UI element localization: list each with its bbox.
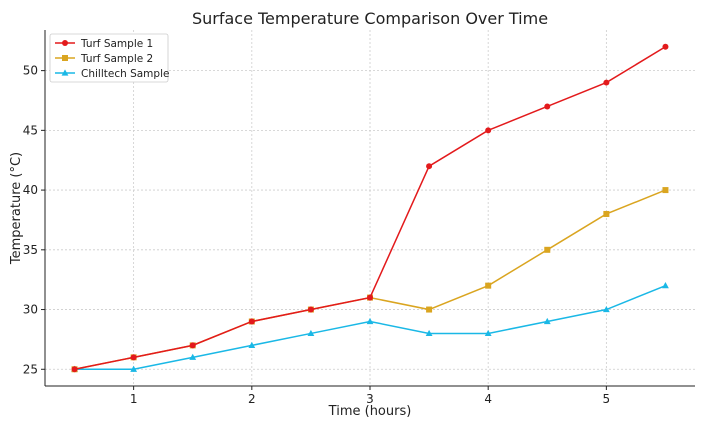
legend-item-turf-sample-2: Turf Sample 2 [55, 53, 153, 65]
data-point-turf-sample-2 [662, 187, 669, 194]
data-point-turf-sample-1 [71, 366, 78, 373]
data-point-chilltech-sample [484, 329, 492, 337]
data-point-turf-sample-1 [248, 318, 255, 325]
x-tick-label: 5 [603, 392, 611, 406]
y-tick-label: 40 [23, 183, 38, 197]
x-tick-label: 2 [248, 392, 256, 406]
data-point-turf-sample-1 [426, 163, 433, 170]
x-tick-label: 1 [130, 392, 138, 406]
x-tick-label: 4 [484, 392, 492, 406]
data-point-turf-sample-1 [307, 306, 314, 313]
y-tick-label: 30 [23, 303, 38, 317]
legend-marker [62, 40, 68, 46]
data-point-turf-sample-1 [189, 342, 196, 349]
x-tick-label: 3 [366, 392, 374, 406]
series-layer [71, 43, 669, 373]
data-point-chilltech-sample [602, 305, 610, 313]
data-point-turf-sample-2 [485, 282, 492, 289]
data-point-chilltech-sample [248, 341, 256, 348]
data-point-turf-sample-1 [603, 79, 610, 86]
y-tick-label: 50 [23, 64, 38, 78]
legend-marker [61, 69, 69, 76]
data-point-chilltech-sample [130, 365, 138, 372]
legend-marker [62, 55, 68, 61]
data-point-turf-sample-1 [367, 294, 373, 301]
data-point-chilltech-sample [189, 353, 197, 360]
data-point-turf-sample-1 [485, 127, 492, 134]
data-point-turf-sample-1 [544, 103, 551, 110]
legend-label: Chilltech Sample [81, 68, 169, 80]
chart-title: Surface Temperature Comparison Over Time [192, 9, 548, 28]
legend-label: Turf Sample 2 [80, 53, 153, 65]
data-point-chilltech-sample [307, 329, 315, 337]
grid-layer [45, 30, 695, 386]
y-tick-label: 45 [23, 123, 38, 137]
series-chilltech-sample [71, 282, 669, 372]
series-turf-sample-1 [71, 43, 669, 373]
y-tick-label: 35 [23, 243, 38, 257]
y-tick-label: 25 [23, 362, 38, 376]
data-point-chilltech-sample [662, 282, 669, 289]
y-axis-title: Temperature (°C) [9, 152, 24, 265]
data-point-turf-sample-1 [662, 43, 669, 50]
data-point-chilltech-sample [543, 317, 551, 325]
legend-box [49, 33, 169, 83]
legend-item-turf-sample-1: Turf Sample 1 [55, 38, 153, 50]
data-point-turf-sample-2 [603, 210, 610, 217]
data-point-turf-sample-2 [426, 306, 433, 313]
data-point-turf-sample-2 [544, 246, 551, 253]
legend-label: Turf Sample 1 [80, 38, 153, 50]
legend-item-chilltech-sample: Chilltech Sample [55, 68, 169, 80]
data-point-turf-sample-1 [130, 354, 137, 361]
x-axis-title: Time (hours) [328, 404, 412, 419]
data-point-chilltech-sample [366, 317, 374, 325]
data-point-chilltech-sample [425, 329, 433, 337]
legend: Turf Sample 1 Turf Sample 2 Chilltech Samp… [49, 33, 169, 83]
